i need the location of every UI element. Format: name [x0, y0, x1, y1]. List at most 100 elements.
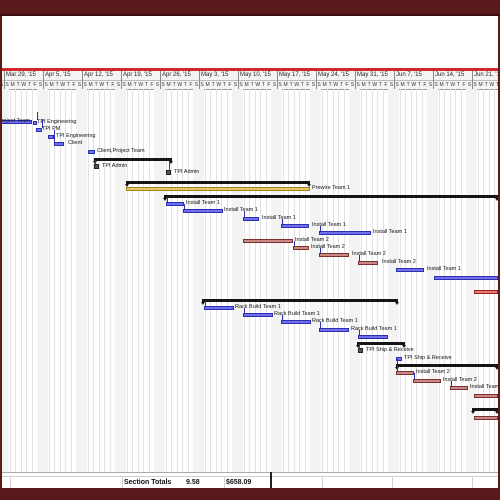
day-label: F	[462, 82, 466, 88]
day-label: F	[111, 82, 115, 88]
day-label: W	[411, 82, 417, 88]
team2-task-bar[interactable]	[358, 261, 378, 265]
task-bar[interactable]	[166, 202, 184, 206]
task-bar[interactable]	[33, 121, 37, 125]
week-label: Apr 5, '15	[45, 72, 71, 78]
task-resource-label: Client,Project Team	[97, 148, 145, 154]
dependency-link	[95, 160, 96, 166]
prewire-task-bar[interactable]	[126, 187, 310, 191]
task-bar[interactable]	[396, 268, 424, 272]
summary-task-bar[interactable]	[93, 158, 173, 164]
day-label: W	[372, 82, 378, 88]
critical-task-bar[interactable]	[474, 290, 498, 294]
dependency-link	[205, 301, 206, 306]
day-label: S	[473, 82, 477, 88]
task-bar[interactable]	[434, 276, 498, 280]
day-label: M	[478, 82, 483, 88]
dependency-link	[42, 119, 43, 128]
summary-task-bar[interactable]	[163, 195, 498, 201]
task-bar[interactable]	[204, 306, 234, 310]
footer-cell	[122, 477, 123, 488]
grid-line	[249, 89, 250, 472]
footer-cell	[10, 477, 11, 488]
summary-task-bar[interactable]	[356, 342, 406, 348]
team2-task-bar[interactable]	[319, 253, 349, 257]
task-bar[interactable]	[183, 209, 223, 213]
task-bar[interactable]	[319, 231, 371, 235]
team2-task-bar[interactable]	[413, 379, 441, 383]
task-bar[interactable]	[396, 357, 402, 361]
team2-task-bar[interactable]	[474, 416, 498, 420]
task-bar[interactable]	[54, 142, 64, 146]
week-label: Apr 12, '15	[84, 72, 113, 78]
task-resource-label: Install Team 1	[312, 222, 346, 228]
team2-task-bar[interactable]	[450, 386, 468, 390]
day-label: M	[244, 82, 249, 88]
summary-task-bar[interactable]	[125, 181, 311, 187]
summary-task-bar[interactable]	[201, 299, 399, 305]
task-bar[interactable]	[243, 217, 259, 221]
section-totals-row: Section Totals 9.58 $658.09	[2, 472, 498, 488]
day-label: W	[450, 82, 456, 88]
task-resource-label: TPI Engineering	[56, 133, 96, 139]
day-label: S	[434, 82, 438, 88]
team2-task-bar[interactable]	[396, 371, 414, 375]
task-bar[interactable]	[358, 335, 388, 339]
grid-line	[294, 89, 295, 472]
day-label: T	[289, 82, 293, 88]
day-label: M	[400, 82, 405, 88]
task-resource-label: Rack Build Team 1	[274, 311, 320, 317]
task-bar[interactable]	[319, 328, 349, 332]
task-bar[interactable]	[2, 120, 32, 124]
task-bar[interactable]	[281, 320, 311, 324]
grid-line	[93, 89, 94, 472]
team2-task-bar[interactable]	[474, 394, 498, 398]
task-bar[interactable]	[88, 150, 95, 154]
grid-line	[322, 89, 323, 472]
milestone-marker[interactable]	[166, 170, 171, 175]
task-bar[interactable]	[48, 135, 54, 139]
team2-task-bar[interactable]	[293, 246, 309, 250]
week-separator	[277, 71, 278, 89]
summary-task-bar[interactable]	[395, 364, 498, 370]
week-separator	[433, 71, 434, 89]
task-resource-label: Install Team 2	[416, 369, 450, 375]
task-bar[interactable]	[36, 128, 42, 132]
day-label: M	[127, 82, 132, 88]
grid-line	[450, 89, 451, 472]
window-top-border	[0, 0, 500, 16]
dependency-link	[282, 315, 283, 320]
task-resource-label: Install Team 2	[443, 377, 477, 383]
dependency-link	[167, 197, 168, 202]
week-separator	[472, 71, 473, 89]
task-bar[interactable]	[281, 224, 309, 228]
week-label: Jun 7, '15	[396, 72, 422, 78]
day-label: S	[44, 82, 48, 88]
weekend-shade	[232, 89, 243, 472]
day-label: S	[2, 81, 4, 89]
milestone-marker[interactable]	[358, 348, 363, 353]
grid-line	[171, 89, 172, 472]
summary-task-bar[interactable]	[471, 408, 498, 414]
day-label: S	[467, 82, 472, 88]
day-label: T	[183, 82, 187, 88]
footer-top-rule	[2, 472, 498, 473]
task-resource-label: Install Team 2	[470, 384, 498, 390]
day-label: S	[428, 82, 433, 88]
day-label: T	[133, 82, 137, 88]
week-label: Mar 29, '15	[6, 72, 36, 78]
dependency-link	[244, 211, 245, 217]
day-label: S	[239, 82, 243, 88]
weekend-shade	[76, 89, 87, 472]
day-label: W	[60, 82, 66, 88]
day-label: T	[406, 82, 410, 88]
task-bar[interactable]	[243, 313, 273, 317]
task-resource-label: Rack Build Team 1	[312, 318, 358, 324]
milestone-marker[interactable]	[94, 164, 99, 169]
grid-line	[132, 89, 133, 472]
weekend-shade	[193, 89, 204, 472]
day-label: W	[294, 82, 300, 88]
day-label: T	[105, 82, 109, 88]
gantt-chart[interactable]: Mar 29, '15 Apr 5, '15 Apr 12, '15 Apr 19, …	[2, 16, 498, 488]
team2-task-bar[interactable]	[243, 239, 293, 243]
